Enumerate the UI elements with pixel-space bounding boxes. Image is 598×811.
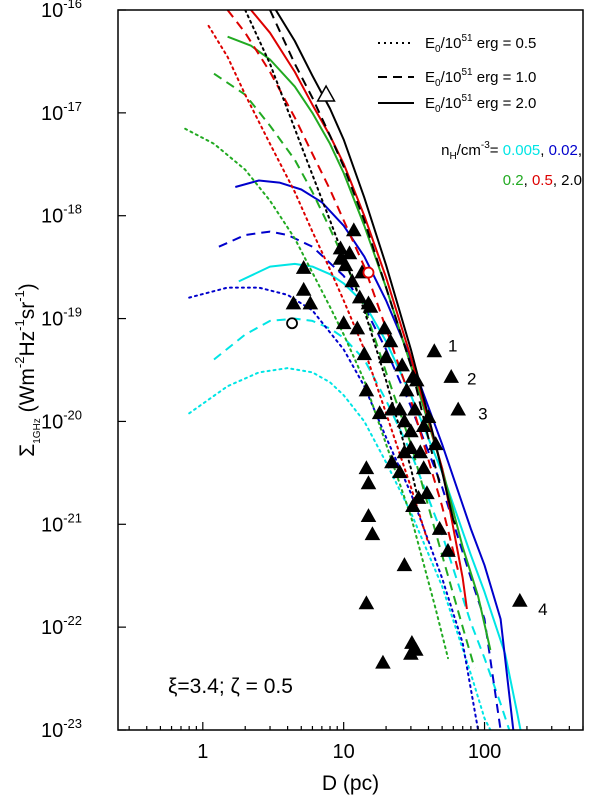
point-label-2: 2 bbox=[467, 370, 476, 389]
y-tick-label-3: 10-19 bbox=[41, 305, 82, 331]
observed-point-27 bbox=[396, 413, 413, 428]
series-line-0 bbox=[188, 367, 492, 730]
observed-point-19 bbox=[378, 349, 394, 364]
observed-point-54 bbox=[375, 654, 391, 669]
observed-point-50 bbox=[358, 595, 375, 610]
series-line-8 bbox=[227, 35, 492, 651]
observed-point-32 bbox=[420, 409, 437, 424]
observed-point-42 bbox=[419, 485, 435, 500]
observed-point-7 bbox=[285, 295, 302, 310]
observed-point-24 bbox=[358, 382, 375, 397]
series-line-5 bbox=[235, 179, 515, 730]
open-triangle-marker bbox=[316, 84, 336, 102]
legend-label-solid: E0/1051 erg = 2.0 bbox=[425, 93, 536, 115]
open-circle-marker-1 bbox=[362, 266, 375, 279]
observed-point-6 bbox=[295, 259, 312, 274]
observed-point-9 bbox=[295, 281, 312, 296]
observed-point-41 bbox=[360, 475, 377, 490]
observed-point-44 bbox=[405, 498, 421, 513]
observed-point-48 bbox=[440, 542, 456, 557]
legend-label-dashed: E0/1051 erg = 1.0 bbox=[425, 67, 536, 89]
point-label-3: 3 bbox=[478, 404, 487, 423]
observed-point-47 bbox=[431, 520, 448, 535]
observed-point-39 bbox=[391, 464, 408, 479]
point-label-4: 4 bbox=[538, 600, 547, 619]
observed-point-16 bbox=[376, 320, 393, 335]
observed-point-43 bbox=[410, 489, 427, 504]
point-label-1: 1 bbox=[448, 336, 457, 355]
legend: E0/1051 erg = 0.5 E0/1051 erg = 1.0 E0/105… bbox=[378, 33, 582, 189]
observed-point-30 bbox=[407, 401, 423, 416]
observed-point-10 bbox=[344, 273, 361, 288]
observed-point-57 bbox=[450, 401, 466, 416]
x-axis-title: D (pc) bbox=[322, 772, 379, 795]
observed-point-58 bbox=[512, 592, 528, 607]
observed-point-36 bbox=[396, 444, 413, 459]
open-circle-marker-0 bbox=[286, 317, 298, 330]
ticks-layer bbox=[118, 9, 584, 731]
observed-point-0 bbox=[332, 240, 349, 255]
observed-point-8 bbox=[302, 295, 319, 310]
series-line-1 bbox=[213, 317, 511, 730]
y-tick-label-2: 10-18 bbox=[41, 202, 82, 228]
observed-point-45 bbox=[360, 508, 377, 522]
series-line-14 bbox=[274, 10, 457, 525]
series-line-6 bbox=[184, 127, 449, 660]
x-tick-label-2: 100 bbox=[468, 741, 501, 763]
observed-point-5 bbox=[337, 257, 354, 272]
x-tick-label-0: 1 bbox=[197, 741, 208, 763]
observed-point-20 bbox=[394, 357, 410, 372]
observed-point-35 bbox=[412, 444, 429, 459]
observed-point-13 bbox=[362, 298, 379, 313]
series-line-12 bbox=[244, 10, 418, 495]
parameter-annotation: ξ=3.4; ζ = 0.5 bbox=[168, 675, 293, 698]
observed-point-46 bbox=[364, 526, 381, 541]
y-tick-label-5: 10-21 bbox=[41, 510, 82, 536]
series-line-3 bbox=[188, 286, 480, 730]
observed-point-33 bbox=[427, 436, 444, 451]
observed-point-23 bbox=[398, 382, 415, 397]
y-axis-title: Σ1GHz (Wm-2Hz-1sr-1) bbox=[12, 283, 43, 457]
observed-points-layer bbox=[285, 84, 528, 669]
observed-point-11 bbox=[351, 289, 368, 304]
y-tick-label-6: 10-22 bbox=[41, 613, 82, 639]
series-line-9 bbox=[207, 24, 430, 545]
observed-point-15 bbox=[349, 320, 366, 335]
observed-point-53 bbox=[403, 645, 419, 660]
observed-point-14 bbox=[335, 315, 352, 330]
y-tick-label-1: 10-17 bbox=[41, 99, 82, 125]
series-line-4 bbox=[218, 230, 502, 730]
observed-point-49 bbox=[396, 557, 413, 572]
observed-point-26 bbox=[371, 405, 388, 420]
observed-point-1 bbox=[341, 245, 358, 260]
observed-point-56 bbox=[443, 368, 460, 383]
x-tick-label-1: 10 bbox=[333, 741, 355, 763]
series-line-13 bbox=[269, 10, 441, 484]
observed-point-18 bbox=[356, 346, 373, 361]
legend-label-dotted: E0/1051 erg = 0.5 bbox=[425, 33, 536, 55]
series-line-10 bbox=[226, 10, 460, 572]
observed-point-31 bbox=[415, 418, 432, 432]
plot-frame bbox=[117, 9, 584, 731]
observed-point-29 bbox=[391, 401, 408, 416]
observed-point-22 bbox=[408, 372, 425, 387]
observed-point-38 bbox=[415, 460, 432, 475]
density-legend-line-2: 0.2, 0.5, 2.0 bbox=[503, 172, 582, 189]
density-legend-line-1: nH/cm-3= 0.005, 0.02, bbox=[441, 140, 582, 162]
observed-point-2 bbox=[346, 222, 362, 237]
observed-point-37 bbox=[384, 454, 400, 469]
observed-point-28 bbox=[403, 423, 419, 438]
labels-layer: 1 10 100 10-16 10-17 10-18 10-19 10-20 10-21 10-2… bbox=[12, 0, 548, 795]
observed-point-17 bbox=[382, 333, 399, 348]
y-tick-label-0: 10-16 bbox=[41, 0, 82, 22]
y-tick-label-4: 10-20 bbox=[41, 407, 82, 433]
observed-point-55 bbox=[426, 343, 443, 358]
y-tick-label-7: 10-23 bbox=[41, 716, 82, 742]
observed-point-40 bbox=[358, 460, 375, 475]
